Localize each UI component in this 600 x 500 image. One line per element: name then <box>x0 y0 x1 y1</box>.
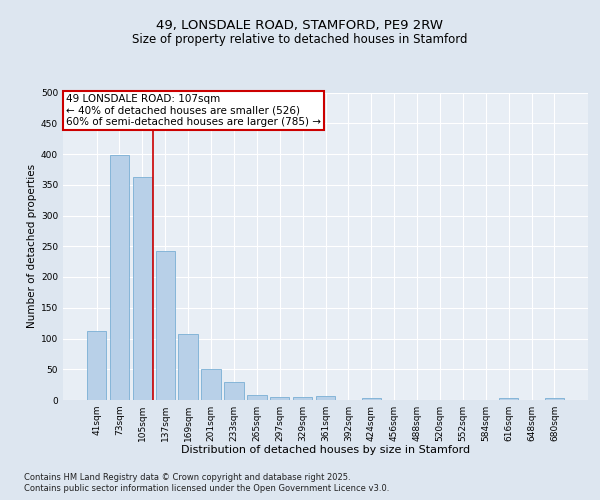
Bar <box>224 382 244 400</box>
Text: 49 LONSDALE ROAD: 107sqm
← 40% of detached houses are smaller (526)
60% of semi-: 49 LONSDALE ROAD: 107sqm ← 40% of detach… <box>65 94 320 127</box>
Bar <box>178 334 198 400</box>
Bar <box>247 395 266 400</box>
Text: Contains public sector information licensed under the Open Government Licence v3: Contains public sector information licen… <box>24 484 389 493</box>
Y-axis label: Number of detached properties: Number of detached properties <box>27 164 37 328</box>
Bar <box>316 396 335 400</box>
Text: 49, LONSDALE ROAD, STAMFORD, PE9 2RW: 49, LONSDALE ROAD, STAMFORD, PE9 2RW <box>157 19 443 32</box>
Bar <box>87 330 106 400</box>
Bar <box>110 155 129 400</box>
Bar <box>270 397 289 400</box>
Bar <box>133 177 152 400</box>
Bar <box>499 398 518 400</box>
Bar <box>293 397 313 400</box>
Bar <box>202 369 221 400</box>
Text: Contains HM Land Registry data © Crown copyright and database right 2025.: Contains HM Land Registry data © Crown c… <box>24 472 350 482</box>
Bar <box>362 398 381 400</box>
Bar <box>545 398 564 400</box>
Bar <box>155 250 175 400</box>
Text: Size of property relative to detached houses in Stamford: Size of property relative to detached ho… <box>132 32 468 46</box>
X-axis label: Distribution of detached houses by size in Stamford: Distribution of detached houses by size … <box>181 446 470 456</box>
